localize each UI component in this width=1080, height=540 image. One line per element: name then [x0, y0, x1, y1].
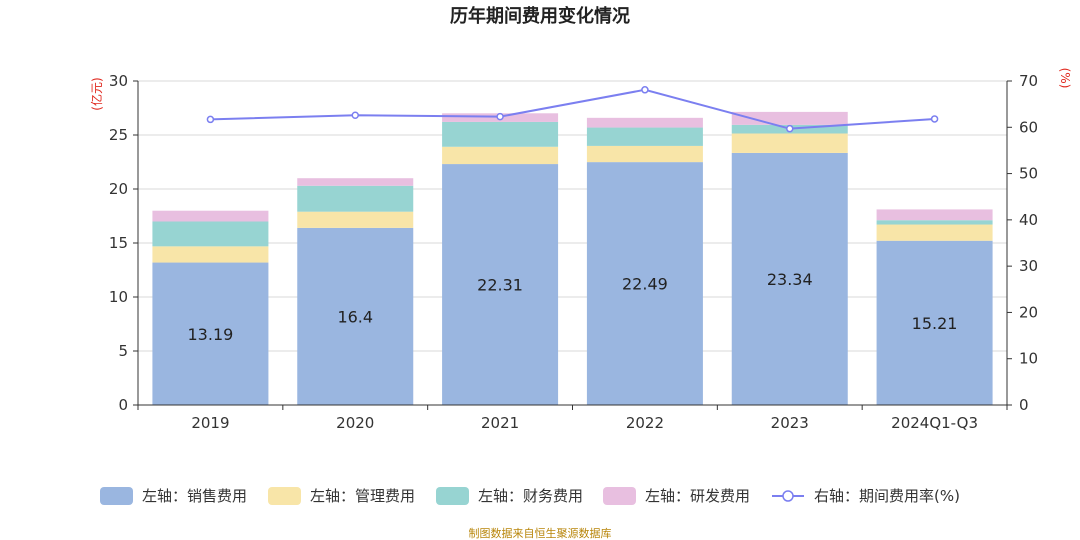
- bar-segment: [876, 240, 993, 405]
- bar-value-label: 13.19: [188, 325, 234, 344]
- bar-value-label: 15.21: [912, 314, 958, 333]
- right-tick-label: 60: [1019, 118, 1038, 136]
- bar-value-label: 22.31: [477, 276, 523, 295]
- rate-point: [641, 86, 649, 94]
- bar-segment: [586, 127, 703, 146]
- bar-segment: [731, 152, 848, 405]
- left-tick-label: 15: [109, 234, 128, 252]
- bar-segment: [297, 211, 414, 228]
- bar-segment: [442, 146, 559, 165]
- rate-point: [786, 124, 794, 133]
- chart-title: 历年期间费用变化情况: [450, 5, 630, 27]
- legend-item[interactable]: 左轴：销售费用: [100, 487, 247, 505]
- right-tick-label: 10: [1019, 350, 1038, 368]
- left-tick-label: 25: [109, 126, 128, 144]
- x-tick-label: 2022: [626, 414, 664, 432]
- bar-value-label: 23.34: [767, 270, 813, 289]
- bar-segment: [586, 145, 703, 163]
- rate-point: [930, 115, 939, 123]
- x-tick-label: 2021: [481, 414, 519, 432]
- legend-point-marker: [782, 490, 794, 502]
- bar-segment: [586, 162, 703, 405]
- x-tick-label: 2023: [771, 414, 809, 432]
- legend-label: 左轴：销售费用: [142, 487, 247, 505]
- left-tick-label: 5: [118, 342, 128, 360]
- bar-segment: [876, 220, 993, 225]
- legend-swatch: [100, 487, 133, 505]
- bars: 13.19 16.4 22.31 22.49 23.34 15.21: [152, 111, 993, 405]
- right-axis-unit: (%): [1058, 68, 1072, 89]
- bar-segment: [297, 185, 414, 212]
- rate-point: [206, 115, 215, 124]
- bar-segment: [152, 210, 269, 222]
- bar-segment: [876, 209, 993, 221]
- legend-item[interactable]: 右轴：期间费用率(%): [772, 487, 960, 505]
- left-tick-label: 10: [109, 288, 128, 306]
- legend-item[interactable]: 左轴：财务费用: [436, 487, 583, 505]
- bar-segment: [731, 133, 848, 153]
- legend-item[interactable]: 左轴：管理费用: [268, 487, 415, 505]
- left-tick-label: 20: [109, 180, 128, 198]
- x-tick-label: 2019: [191, 414, 229, 432]
- legend-swatch: [436, 487, 469, 505]
- left-tick-label: 0: [118, 396, 128, 414]
- bar-segment: [876, 224, 993, 241]
- left-tick-label: 30: [109, 72, 128, 90]
- rate-point: [351, 111, 359, 120]
- legend-swatch: [268, 487, 301, 505]
- bar-segment: [442, 164, 559, 405]
- bar-segment: [152, 221, 269, 247]
- source-note: 制图数据来自恒生聚源数据库: [469, 526, 612, 540]
- x-tick-label: 2024Q1-Q3: [891, 414, 978, 432]
- legend-item[interactable]: 左轴：研发费用: [603, 487, 750, 505]
- bar-segment: [297, 227, 414, 405]
- legend-swatch: [603, 487, 636, 505]
- rate-line: [206, 86, 939, 133]
- bar-segment: [152, 262, 269, 405]
- axes: 0 5 10 15 20 25 30 0 10 20 30 40 50 60 70 2019 2020 2021 2…: [109, 72, 1038, 432]
- legend-label: 左轴：管理费用: [310, 487, 415, 505]
- rate-line-path: [210, 88, 935, 130]
- legend-label: 左轴：财务费用: [478, 487, 583, 505]
- x-tick-label: 2020: [336, 414, 374, 432]
- right-tick-label: 50: [1019, 165, 1038, 183]
- grid: [138, 80, 1007, 352]
- right-tick-label: 70: [1019, 72, 1038, 90]
- bar-value-label: 16.4: [337, 307, 373, 326]
- legend[interactable]: 左轴：销售费用 左轴：管理费用 左轴：财务费用 左轴：研发费用 右轴：期间费用率(%): [100, 487, 960, 505]
- left-axis-unit: (亿元): [89, 77, 104, 110]
- bar-value-label: 22.49: [622, 275, 668, 294]
- legend-label: 右轴：期间费用率(%): [814, 487, 960, 505]
- bar-segment: [297, 178, 414, 186]
- legend-label: 左轴：研发费用: [645, 487, 750, 505]
- right-tick-label: 30: [1019, 257, 1038, 275]
- bar-segment: [442, 121, 559, 147]
- bar-segment: [152, 246, 269, 263]
- rate-point: [496, 112, 504, 121]
- right-tick-label: 40: [1019, 211, 1038, 229]
- right-tick-label: 20: [1019, 303, 1038, 321]
- right-tick-label: 0: [1019, 396, 1029, 414]
- bar-segment: [586, 117, 703, 128]
